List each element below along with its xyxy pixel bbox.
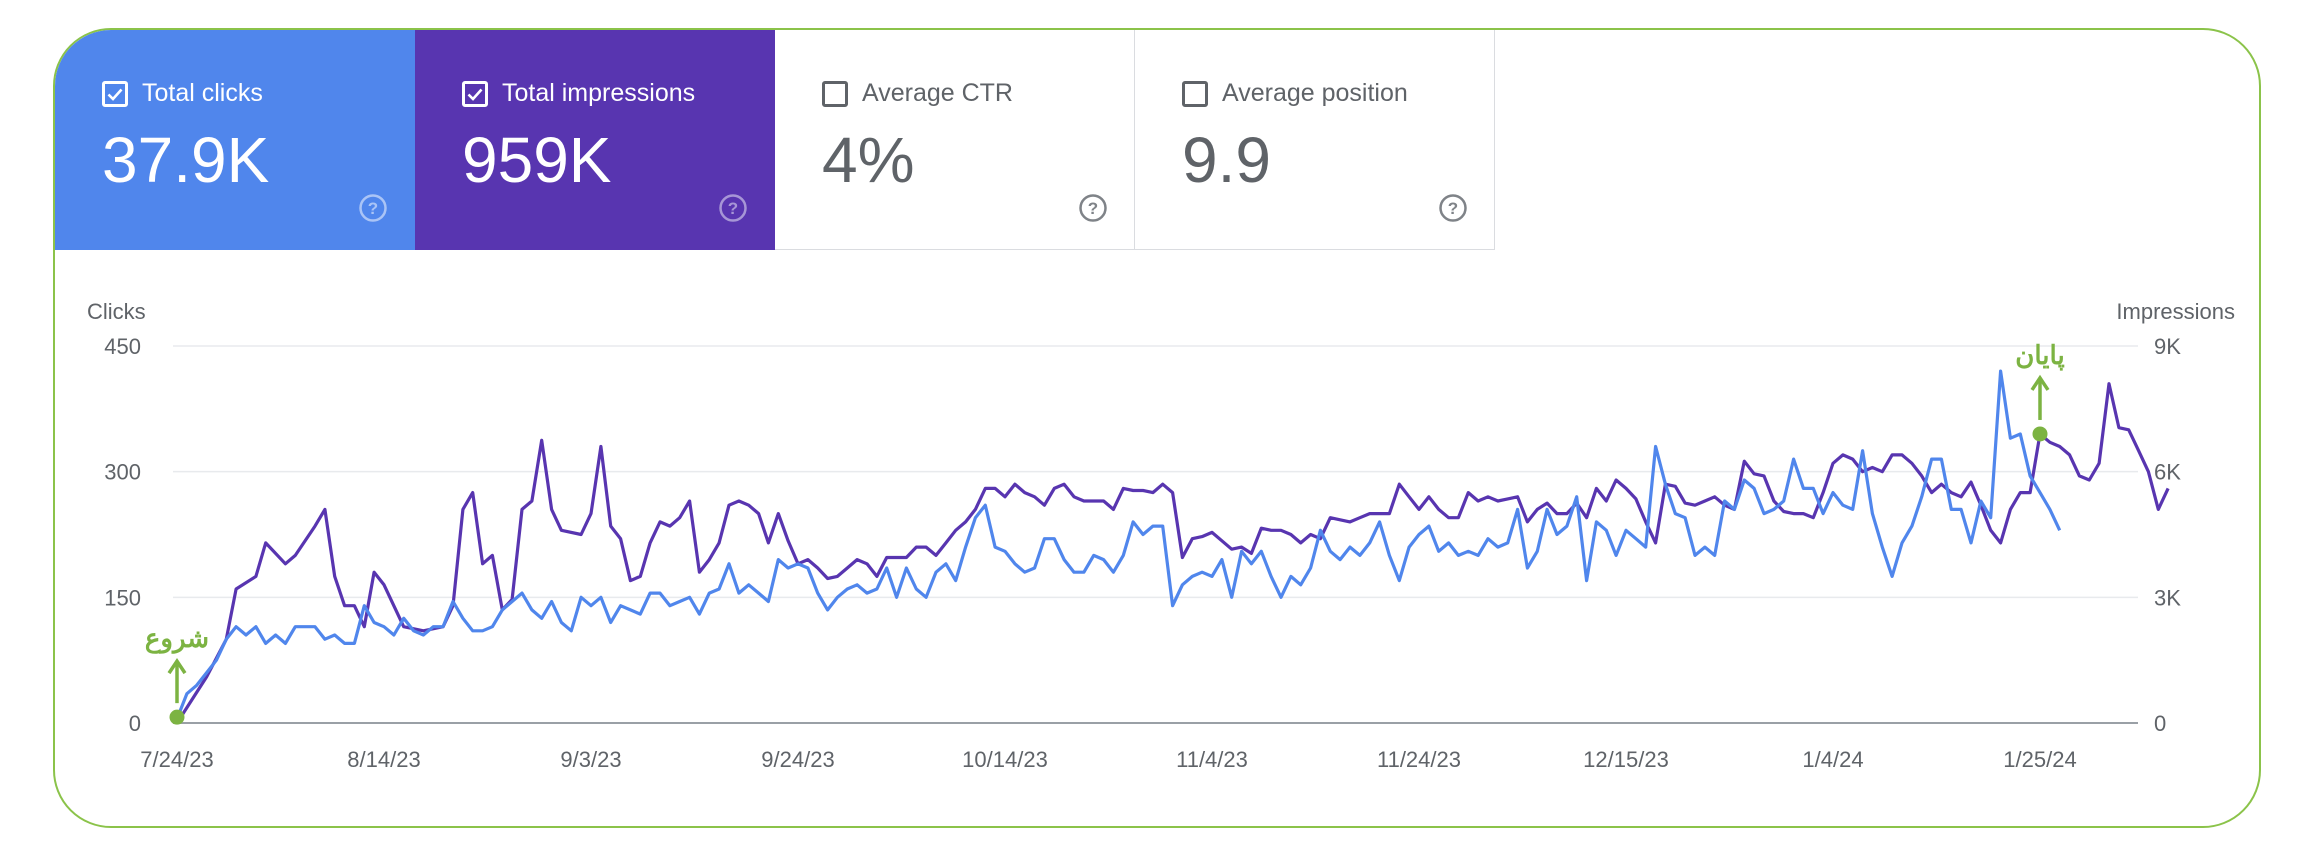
annotation-label: شروع [145, 623, 209, 654]
svg-text:?: ? [1088, 199, 1098, 218]
metric-value: 9.9 [1182, 124, 1271, 196]
x-tick-label: 7/24/23 [140, 747, 213, 772]
left-axis-title: Clicks [87, 299, 146, 324]
metric-value: 959K [462, 124, 612, 196]
right-tick-label: 3K [2154, 585, 2181, 610]
metric-value: 37.9K [102, 124, 270, 196]
annotation-label: پایان [2015, 340, 2064, 371]
metric-label: Average position [1222, 79, 1408, 107]
annotation-arrowhead [167, 657, 187, 675]
right-axis-title: Impressions [2116, 299, 2235, 324]
x-tick-label: 1/4/24 [1802, 747, 1863, 772]
series-line-total-clicks [175, 369, 2062, 720]
help-icon[interactable]: ? [1078, 193, 1108, 223]
performance-chart: Clicks Impressions 0 0 150 3K 300 6K 450 9K 7/24… [87, 299, 2235, 772]
svg-text:?: ? [368, 199, 378, 218]
axis-ticks: 0 0 150 3K 300 6K 450 9K 7/24/23 8/14/23 9/3/23 9/2… [104, 334, 2181, 772]
help-icon[interactable]: ? [1438, 193, 1468, 223]
checkbox-checked-icon[interactable] [462, 80, 488, 107]
series-lines [175, 369, 2170, 724]
checkbox-unchecked-icon[interactable] [1182, 80, 1208, 107]
metric-label: Average CTR [862, 79, 1013, 107]
x-tick-label: 9/3/23 [560, 747, 621, 772]
annotation-marker [2032, 426, 2048, 442]
x-tick-label: 11/4/23 [1176, 747, 1248, 772]
svg-text:?: ? [728, 199, 738, 218]
metric-label: Total impressions [502, 79, 696, 107]
x-tick-label: 9/24/23 [761, 747, 834, 772]
help-icon[interactable]: ? [718, 193, 748, 223]
annotation-marker [169, 709, 185, 725]
x-tick-label: 11/24/23 [1377, 747, 1461, 772]
annotation-arrowhead [2030, 374, 2050, 391]
checkbox-checked-icon[interactable] [102, 80, 128, 107]
svg-text:?: ? [1448, 199, 1458, 218]
metric-cards: Total clicks 37.9K ? Total impressions 9… [55, 30, 1495, 250]
metric-card-total-clicks[interactable]: Total clicks 37.9K ? [55, 30, 415, 250]
metric-card-average-position[interactable]: Average position 9.9 ? [1135, 30, 1495, 250]
left-tick-label: 300 [104, 460, 141, 485]
annotations: شروع پایان [145, 340, 2065, 725]
x-tick-label: 1/25/24 [2003, 747, 2076, 772]
metric-label: Total clicks [142, 79, 263, 107]
x-tick-label: 8/14/23 [347, 747, 420, 772]
right-tick-label: 9K [2154, 334, 2181, 359]
x-tick-label: 12/15/23 [1583, 747, 1669, 772]
checkbox-unchecked-icon[interactable] [822, 80, 848, 107]
help-icon[interactable]: ? [358, 193, 388, 223]
left-tick-label: 150 [104, 585, 141, 610]
performance-panel: Total clicks 37.9K ? Total impressions 9… [53, 28, 2261, 828]
left-tick-label: 450 [104, 334, 141, 359]
series-line-total-impressions [175, 382, 2170, 724]
metric-card-total-impressions[interactable]: Total impressions 959K ? [415, 30, 775, 250]
x-tick-label: 10/14/23 [962, 747, 1048, 772]
right-tick-label: 6K [2154, 460, 2181, 485]
left-tick-label: 0 [129, 711, 141, 736]
gridlines [173, 345, 2138, 724]
metric-value: 4% [822, 124, 915, 196]
metric-card-average-ctr[interactable]: Average CTR 4% ? [775, 30, 1135, 250]
right-tick-label: 0 [2154, 711, 2166, 736]
